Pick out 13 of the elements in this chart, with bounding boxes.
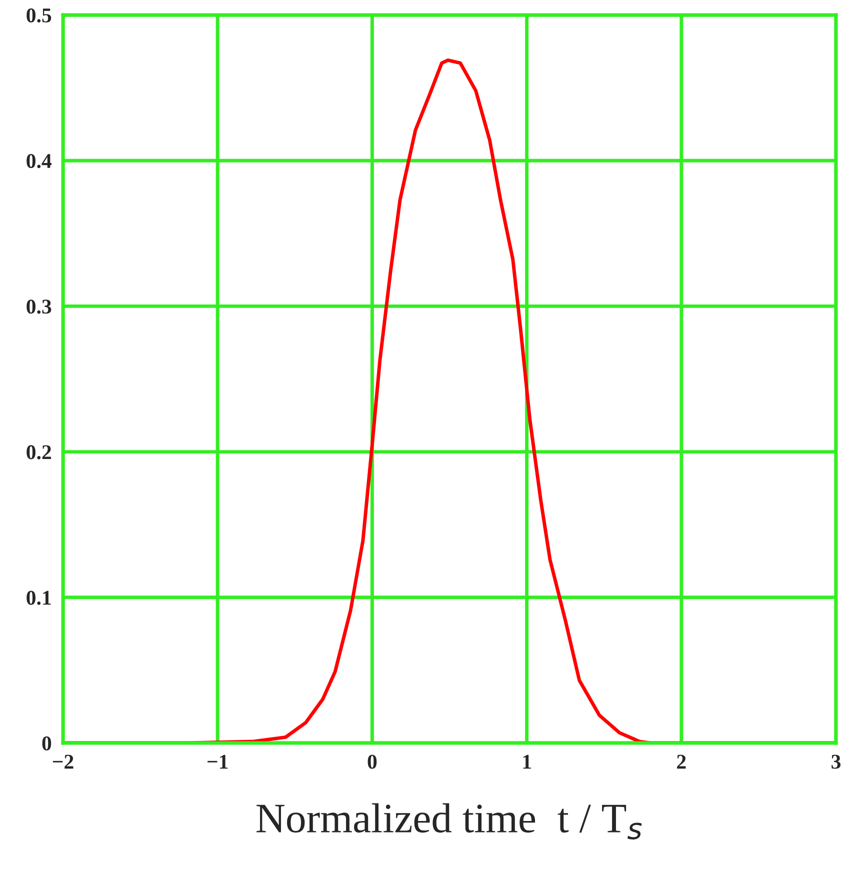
y-tick-label: 0.3 xyxy=(26,300,52,314)
y-tick-label: 0.1 xyxy=(26,590,51,605)
y-tick-label: 0.5 xyxy=(26,8,52,23)
x-tick-label: −2 xyxy=(52,754,74,769)
x-axis-title: Normalized time t / T$_{s}$ xyxy=(256,803,642,840)
x-tick-label: −1 xyxy=(208,754,228,769)
x-tick-label: 2 xyxy=(677,754,686,769)
y-tick-label: 0 xyxy=(42,736,52,750)
x-tick-label: 3 xyxy=(832,754,840,769)
x-tick-label: 1 xyxy=(523,754,531,769)
y-tick-label: 0.2 xyxy=(26,445,51,460)
x-tick-label: 0 xyxy=(368,754,377,769)
y-tick-label: 0.4 xyxy=(26,154,52,168)
